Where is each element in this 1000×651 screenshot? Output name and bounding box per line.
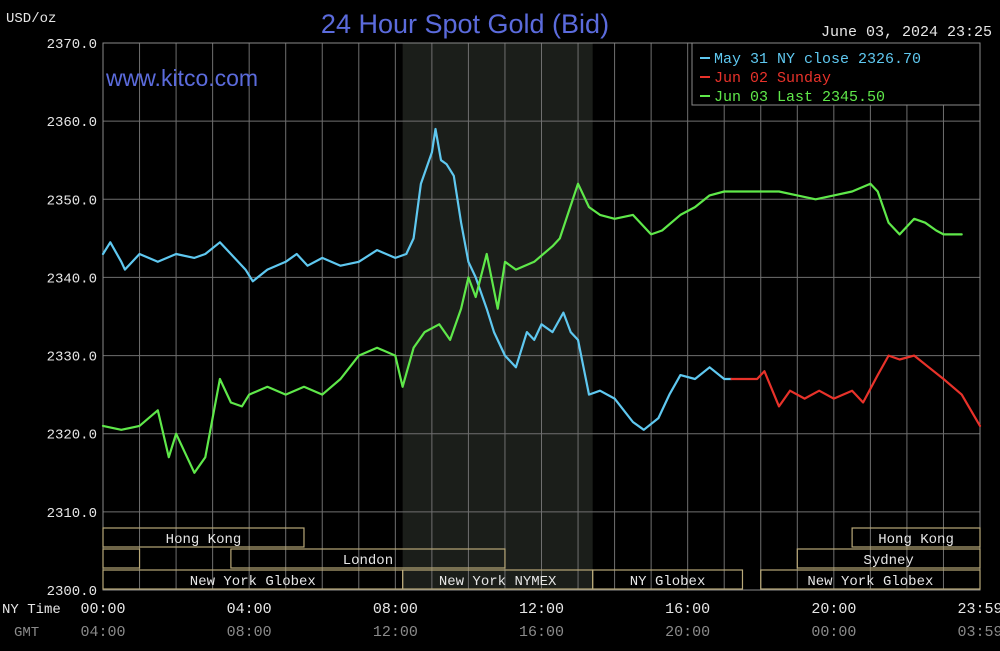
legend-label: May 31 NY close 2326.70: [714, 51, 921, 68]
series-lines: [101, 127, 982, 474]
y-tick-label: 2340.0: [47, 271, 97, 287]
session-bar: [760, 569, 981, 590]
x-tick-label-ny: 23:59: [957, 601, 1000, 618]
x-tick-label-ny: 04:00: [227, 601, 272, 618]
y-tick-label: 2360.0: [47, 115, 97, 131]
x-tick-label-ny: 12:00: [519, 601, 564, 618]
x-tick-label-gmt: 16:00: [519, 624, 564, 641]
session-bar: [851, 527, 981, 548]
y-tick-label: 2370.0: [47, 37, 97, 53]
session-bar: [102, 548, 141, 569]
session-label: NY Globex: [630, 574, 706, 590]
legend-label: Jun 02 Sunday: [714, 70, 831, 87]
axes: 2370.0 2360.0 2350.0 2340.0 2330.0 2320.0 2310…: [2, 37, 1000, 641]
series-line-jun-02: [730, 354, 982, 427]
plot-border: [102, 42, 981, 591]
chart-title: 24 Hour Spot Gold (Bid): [321, 9, 609, 39]
session-bar: [102, 527, 305, 548]
session-label: Sydney: [863, 553, 913, 569]
session-label: Hong Kong: [878, 532, 954, 548]
x-tick-label-gmt: 03:59: [957, 624, 1000, 641]
unit-label: USD/oz: [6, 11, 56, 27]
x-tick-label-gmt: 20:00: [665, 624, 710, 641]
y-tick-label: 2330.0: [47, 350, 97, 366]
session-label: New York NYMEX: [439, 574, 557, 590]
session-bar: [230, 548, 506, 569]
timestamp: June 03, 2024 23:25: [821, 24, 992, 41]
legend: May 31 NY close 2326.70 Jun 02 Sunday Jun …: [691, 42, 981, 106]
x-axis-label-gmt: GMT: [14, 625, 39, 641]
session-label: New York Globex: [807, 574, 933, 590]
y-tick-label: 2320.0: [47, 428, 97, 444]
x-tick-label-gmt: 04:00: [80, 624, 125, 641]
x-tick-label-ny: 16:00: [665, 601, 710, 618]
market-sessions: Hong Kong Hong Kong London Sydney New York G…: [102, 527, 981, 590]
y-tick-label: 2300.0: [47, 584, 97, 600]
series-line-jun-03: [101, 182, 963, 474]
y-tick-label: 2350.0: [47, 193, 97, 209]
x-tick-label-gmt: 08:00: [227, 624, 272, 641]
x-tick-label-ny: 00:00: [80, 601, 125, 618]
legend-label: Jun 03 Last 2345.50: [714, 89, 885, 106]
session-label: Hong Kong: [166, 532, 242, 548]
session-label: London: [343, 553, 393, 569]
y-tick-label: 2310.0: [47, 506, 97, 522]
x-axis-label-ny: NY Time: [2, 602, 61, 618]
series-line-may-31: [101, 127, 733, 431]
watermark: www.kitco.com: [105, 65, 258, 91]
x-tick-label-gmt: 12:00: [373, 624, 418, 641]
legend-box: [691, 42, 981, 106]
session-label: New York Globex: [190, 574, 316, 590]
session-bar: [592, 569, 744, 590]
x-tick-label-ny: 08:00: [373, 601, 418, 618]
x-tick-label-gmt: 00:00: [811, 624, 856, 641]
x-tick-label-ny: 20:00: [811, 601, 856, 618]
session-bar: [796, 548, 981, 569]
